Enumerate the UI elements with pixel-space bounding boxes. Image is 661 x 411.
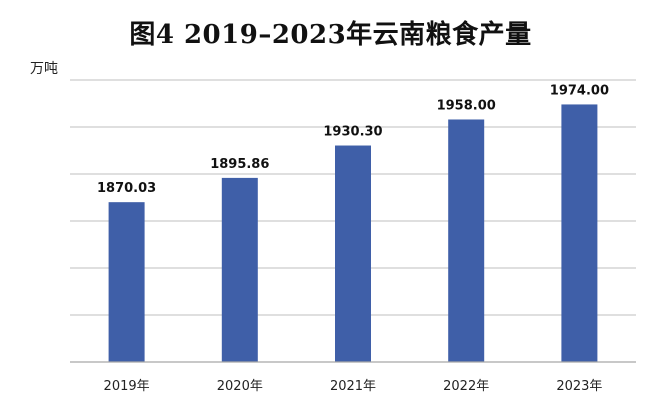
- chart-title: 图4 2019–2023年云南粮食产量: [129, 20, 532, 50]
- data-label: 1958.00: [437, 98, 496, 113]
- x-tick-label: 2021年: [330, 379, 376, 394]
- bar: [221, 177, 258, 362]
- data-label: 1930.30: [323, 125, 382, 140]
- data-label: 1895.86: [210, 157, 269, 172]
- data-labels: 1870.03 1895.86 1930.30 1958.00 1974.00: [97, 83, 609, 196]
- data-label: 1974.00: [550, 83, 609, 98]
- bar: [335, 145, 371, 362]
- data-label: 1870.03: [97, 181, 156, 196]
- bar: [448, 119, 485, 362]
- bar: [108, 202, 145, 362]
- x-tick-labels: 2019年 2020年 2021年 2022年 2023年: [104, 379, 603, 394]
- bar: [561, 104, 598, 362]
- x-tick-label: 2020年: [217, 379, 263, 394]
- bars: [108, 104, 598, 362]
- x-tick-label: 2023年: [556, 379, 602, 394]
- x-tick-label: 2022年: [443, 379, 489, 394]
- x-tick-label: 2019年: [104, 379, 150, 394]
- y-axis-unit-label: 万吨: [30, 61, 58, 77]
